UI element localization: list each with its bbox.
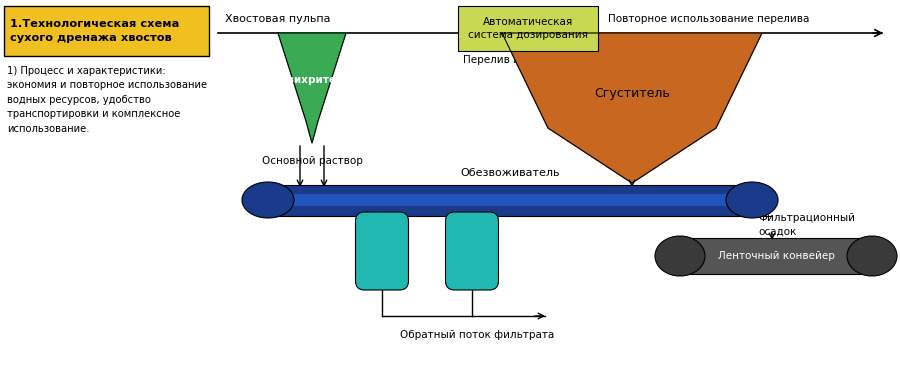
FancyBboxPatch shape: [680, 239, 872, 274]
FancyBboxPatch shape: [458, 6, 598, 51]
Text: Хвостовая пульпа: Хвостовая пульпа: [225, 14, 330, 24]
Text: Основной раствор: Основной раствор: [262, 156, 363, 166]
Text: 1) Процесс и характеристики:
экономия и повторное использование
водных ресурсов,: 1) Процесс и характеристики: экономия и …: [7, 66, 207, 133]
Text: Обезвоживатель: Обезвоживатель: [460, 168, 560, 178]
Text: Повторное использование перелива: Повторное использование перелива: [608, 14, 809, 24]
Text: Обратный поток фильтрата: Обратный поток фильтрата: [400, 330, 554, 340]
Text: Основной раствор: Основной раствор: [644, 185, 745, 195]
Ellipse shape: [655, 236, 705, 276]
Text: Фильтрационный
осадок: Фильтрационный осадок: [758, 213, 855, 236]
Ellipse shape: [847, 236, 897, 276]
FancyBboxPatch shape: [276, 194, 744, 206]
Text: Автоматическая
система дозирования: Автоматическая система дозирования: [468, 17, 588, 40]
Ellipse shape: [242, 182, 294, 218]
Text: 1.Технологическая схема
сухого дренажа хвостов: 1.Технологическая схема сухого дренажа х…: [10, 19, 179, 43]
Polygon shape: [502, 33, 762, 183]
Polygon shape: [278, 33, 346, 143]
FancyBboxPatch shape: [268, 185, 752, 215]
Text: Перелив в сгуститель: Перелив в сгуститель: [463, 55, 584, 65]
FancyBboxPatch shape: [4, 6, 209, 56]
Text: Завихритель: Завихритель: [274, 75, 351, 85]
Text: Ленточный конвейер: Ленточный конвейер: [717, 251, 834, 261]
FancyBboxPatch shape: [446, 212, 499, 290]
Ellipse shape: [726, 182, 778, 218]
FancyBboxPatch shape: [356, 212, 409, 290]
Text: Сгуститель: Сгуститель: [594, 87, 670, 99]
